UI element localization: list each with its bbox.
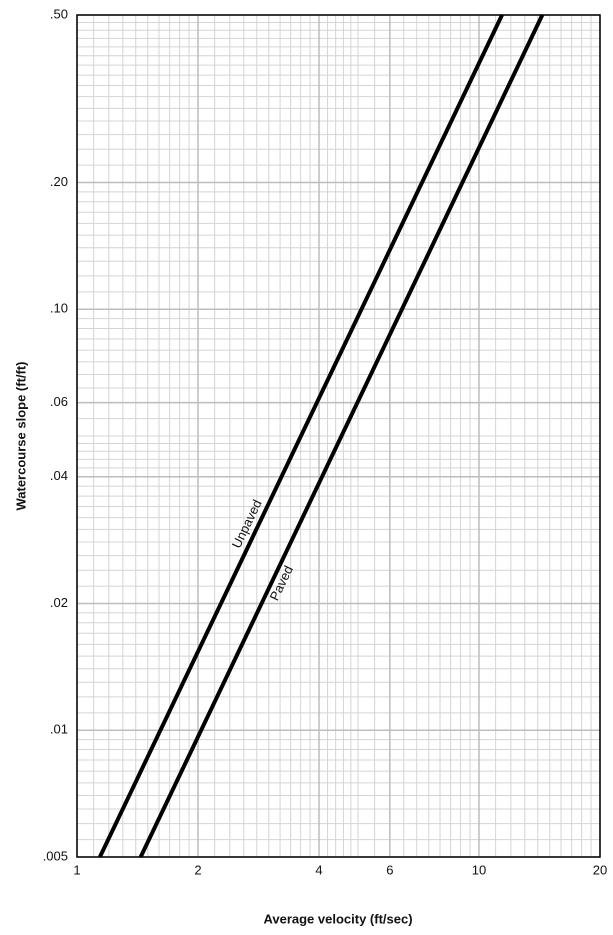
y-tick-label: .005 [43, 848, 68, 863]
y-axis-title: Watercourse slope (ft/ft) [13, 361, 28, 510]
y-tick-label: .06 [50, 394, 68, 409]
x-tick-label: 20 [593, 862, 607, 877]
x-axis-title: Average velocity (ft/sec) [263, 911, 412, 926]
y-tick-label: .10 [50, 301, 68, 316]
x-tick-label: 10 [472, 862, 486, 877]
y-tick-label: .04 [50, 468, 68, 483]
y-tick-label: .20 [50, 174, 68, 189]
x-tick-label: 4 [315, 862, 322, 877]
x-tick-label: 6 [386, 862, 393, 877]
x-tick-label: 1 [73, 862, 80, 877]
y-tick-label: .02 [50, 595, 68, 610]
series-line [98, 14, 504, 858]
y-tick-label: .50 [50, 6, 68, 21]
x-tick-label: 2 [194, 862, 201, 877]
y-tick-label: .01 [50, 722, 68, 737]
plot-frame [76, 14, 601, 858]
series-line [138, 14, 545, 858]
